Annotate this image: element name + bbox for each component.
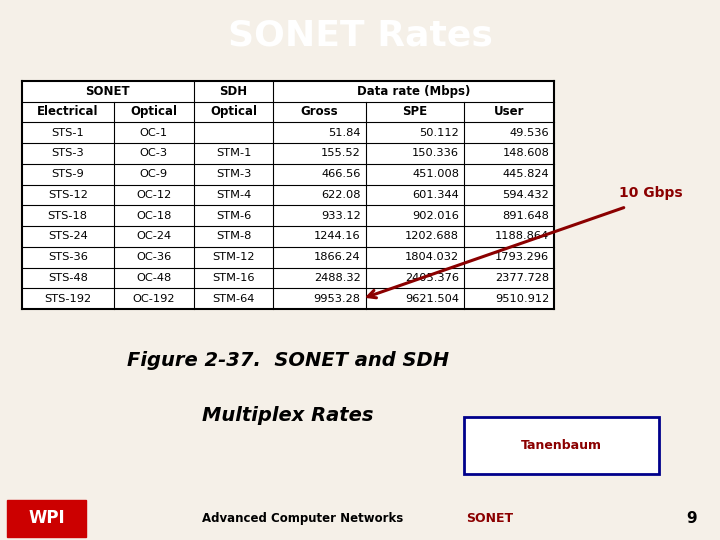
Text: STM-1: STM-1 — [216, 148, 251, 158]
Text: 150.336: 150.336 — [412, 148, 459, 158]
Text: STS-18: STS-18 — [48, 211, 88, 221]
Text: OC-3: OC-3 — [140, 148, 168, 158]
Text: 451.008: 451.008 — [412, 169, 459, 179]
Text: User: User — [494, 105, 524, 118]
Text: STS-1: STS-1 — [51, 128, 84, 138]
Text: 2405.376: 2405.376 — [405, 273, 459, 283]
Text: Multiplex Rates: Multiplex Rates — [202, 406, 374, 425]
Text: 155.52: 155.52 — [321, 148, 361, 158]
Text: STM-4: STM-4 — [216, 190, 251, 200]
Text: SONET: SONET — [85, 85, 130, 98]
Text: OC-48: OC-48 — [136, 273, 171, 283]
Text: STS-9: STS-9 — [51, 169, 84, 179]
Text: SONET: SONET — [466, 512, 513, 525]
Text: STS-24: STS-24 — [48, 232, 88, 241]
Text: WPI: WPI — [29, 509, 65, 528]
Text: Electrical: Electrical — [37, 105, 99, 118]
Text: OC-36: OC-36 — [136, 252, 171, 262]
Text: SDH: SDH — [220, 85, 248, 98]
Text: STM-16: STM-16 — [212, 273, 255, 283]
Text: Figure 2-37.  SONET and SDH: Figure 2-37. SONET and SDH — [127, 351, 449, 370]
Text: 2488.32: 2488.32 — [314, 273, 361, 283]
Text: 1188.864: 1188.864 — [495, 232, 549, 241]
Text: 1866.24: 1866.24 — [314, 252, 361, 262]
Text: OC-18: OC-18 — [136, 211, 171, 221]
FancyBboxPatch shape — [7, 500, 86, 537]
Text: Tanenbaum: Tanenbaum — [521, 439, 602, 452]
Text: 50.112: 50.112 — [419, 128, 459, 138]
Text: 51.84: 51.84 — [328, 128, 361, 138]
Text: SONET Rates: SONET Rates — [228, 18, 492, 52]
Text: 1793.296: 1793.296 — [495, 252, 549, 262]
Text: Gross: Gross — [301, 105, 338, 118]
Text: STM-6: STM-6 — [216, 211, 251, 221]
Text: 601.344: 601.344 — [413, 190, 459, 200]
Text: STM-12: STM-12 — [212, 252, 255, 262]
Bar — [22, 81, 554, 309]
Text: 9: 9 — [686, 511, 696, 526]
Text: 594.432: 594.432 — [503, 190, 549, 200]
Text: Data rate (Mbps): Data rate (Mbps) — [357, 85, 471, 98]
Text: 891.648: 891.648 — [503, 211, 549, 221]
Text: OC-192: OC-192 — [132, 294, 175, 303]
Text: 2377.728: 2377.728 — [495, 273, 549, 283]
Text: STS-3: STS-3 — [51, 148, 84, 158]
Text: OC-9: OC-9 — [140, 169, 168, 179]
Text: SPE: SPE — [402, 105, 428, 118]
Text: Optical: Optical — [130, 105, 177, 118]
Text: 902.016: 902.016 — [412, 211, 459, 221]
Text: OC-1: OC-1 — [140, 128, 168, 138]
Text: 10 Gbps: 10 Gbps — [619, 186, 683, 200]
Text: 1202.688: 1202.688 — [405, 232, 459, 241]
Text: Optical: Optical — [210, 105, 257, 118]
Text: STM-3: STM-3 — [216, 169, 251, 179]
Text: STS-12: STS-12 — [48, 190, 88, 200]
Text: 148.608: 148.608 — [503, 148, 549, 158]
Text: 9510.912: 9510.912 — [495, 294, 549, 303]
FancyBboxPatch shape — [464, 417, 659, 475]
Text: STM-8: STM-8 — [216, 232, 251, 241]
Text: 49.536: 49.536 — [510, 128, 549, 138]
Text: 933.12: 933.12 — [321, 211, 361, 221]
Text: STS-192: STS-192 — [44, 294, 91, 303]
Text: STS-36: STS-36 — [48, 252, 88, 262]
Text: OC-12: OC-12 — [136, 190, 171, 200]
Text: 1244.16: 1244.16 — [314, 232, 361, 241]
Text: 9953.28: 9953.28 — [313, 294, 361, 303]
Text: 466.56: 466.56 — [321, 169, 361, 179]
Text: 622.08: 622.08 — [321, 190, 361, 200]
Text: STM-64: STM-64 — [212, 294, 255, 303]
Text: 9621.504: 9621.504 — [405, 294, 459, 303]
Text: STS-48: STS-48 — [48, 273, 88, 283]
Text: OC-24: OC-24 — [136, 232, 171, 241]
Text: 445.824: 445.824 — [503, 169, 549, 179]
Text: 1804.032: 1804.032 — [405, 252, 459, 262]
Text: Advanced Computer Networks: Advanced Computer Networks — [202, 512, 403, 525]
